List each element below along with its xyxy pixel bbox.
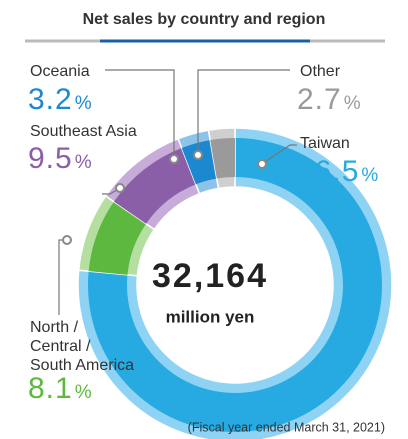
center-value: 32,164 [152,257,268,295]
value-unit: % [74,93,93,114]
value-label: 76.5% [297,155,379,189]
value: 3.2 [28,83,73,116]
leader-dot [257,159,267,169]
center-unit: million yen [166,307,255,326]
footnote: (Fiscal year ended March 31, 2021) [188,420,385,434]
value: 2.7 [297,83,342,116]
category-label: Other [300,63,341,80]
segment [181,140,217,185]
value: 76.5 [297,155,360,188]
leader-line [58,239,67,315]
value-unit: % [361,165,380,186]
segment [210,138,235,179]
value-label: 9.5% [28,142,93,176]
category-label: North / Central / South America [30,319,135,374]
segment [88,201,147,275]
leader-line [197,69,290,155]
leader-dot [115,183,125,193]
value-unit: % [74,382,93,403]
value-label: 8.1% [28,372,93,406]
value-label: 2.7% [297,83,362,117]
value-label: 3.2% [28,83,93,117]
category-label: Taiwan [300,135,350,152]
segment [113,147,196,224]
value: 8.1 [28,372,73,405]
value: 9.5 [28,142,73,175]
leader-line [105,69,175,159]
value-unit: % [343,93,362,114]
chart-title: Net sales by country and region [83,11,326,28]
category-label: Oceania [30,63,90,80]
leader-line [261,144,297,165]
leader-dot [62,235,72,245]
leader-dot [193,150,203,160]
category-label: Southeast Asia [30,123,137,140]
leader-dot [169,154,179,164]
value-unit: % [74,152,93,173]
